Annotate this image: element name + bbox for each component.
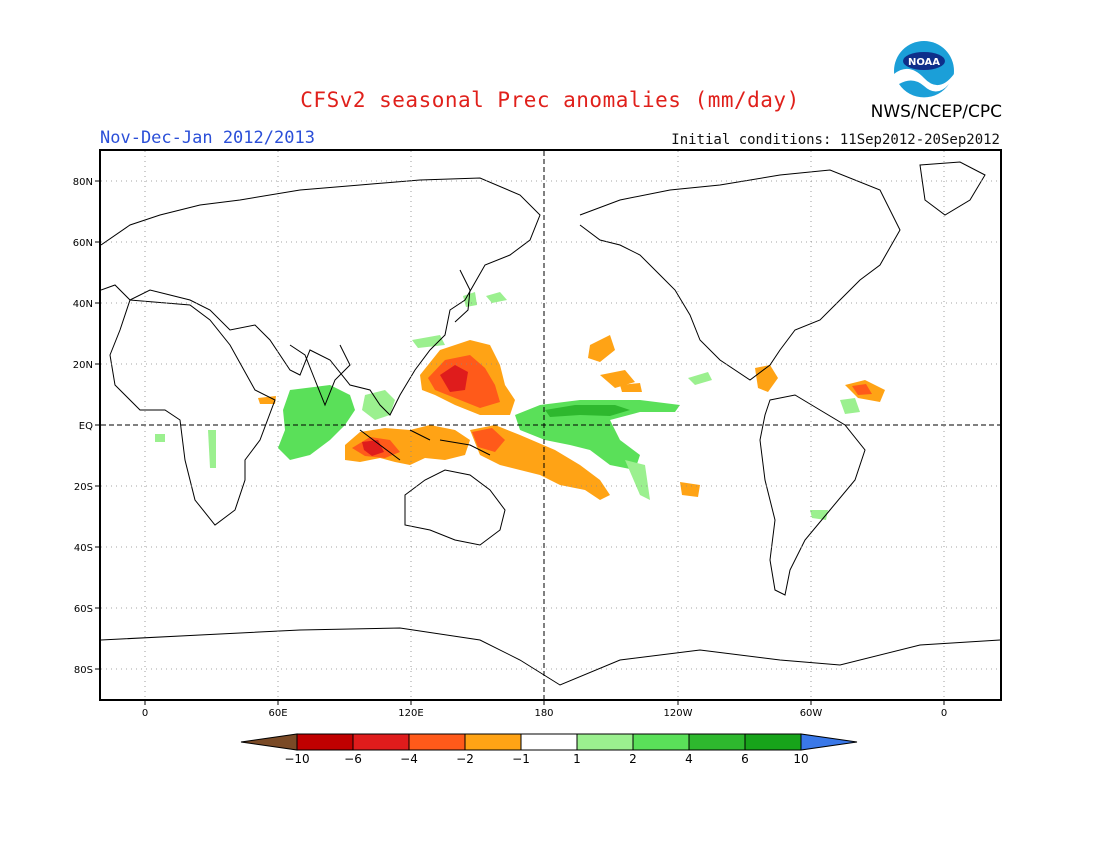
longitude-labels: 0 60E 120E 180 120W 60W 0: [142, 708, 947, 719]
noaa-logo: NOAA: [894, 41, 954, 102]
dry-area-north-pacific-20n: [588, 335, 615, 362]
colorbar-label: 2: [629, 752, 637, 766]
dry-area-caribbean: [755, 365, 778, 392]
wet-area-atlantic: [840, 398, 860, 414]
colorbar-label: −10: [284, 752, 309, 766]
coast-antarctica: [101, 627, 1000, 686]
anomaly-fields: [155, 292, 885, 520]
dry-area-south-pacific: [470, 425, 610, 500]
colorbar-label: −6: [344, 752, 362, 766]
lon-label: 120E: [398, 708, 423, 719]
lon-label: 180: [534, 708, 553, 719]
chart-title: CFSv2 seasonal Prec anomalies (mm/day): [300, 88, 800, 112]
logo-text: NOAA: [908, 57, 940, 68]
dry-med-north-atlantic: [852, 384, 872, 395]
coastlines: [101, 161, 1000, 686]
initial-conditions-label: Initial conditions: 11Sep2012-20Sep2012: [671, 132, 1000, 148]
colorbar-swatch: [408, 733, 466, 751]
latitude-labels: 80N 60N 40N 20N EQ 20S 40S 60S 80S: [73, 177, 93, 676]
colorbar-label: −2: [456, 752, 474, 766]
lat-label: 60S: [74, 604, 93, 615]
coast-india: [289, 344, 351, 407]
lon-label: 60W: [800, 708, 823, 719]
lat-label: 60N: [73, 238, 93, 249]
axis-ticks: [95, 180, 945, 705]
dry-area-pacific-15n: [600, 370, 635, 388]
coast-europe-asia: [101, 177, 541, 416]
wet-area-north-pacific: [486, 292, 507, 303]
wet-area-indian-ocean: [278, 385, 355, 460]
coast-north-america: [579, 169, 901, 381]
lat-label: 20N: [73, 360, 93, 371]
dry-area-hawaii-region: [620, 383, 642, 392]
colorbar-swatch: [576, 733, 634, 751]
wet-area-bay-of-bengal: [362, 390, 395, 420]
agency-label: NWS/NCEP/CPC: [870, 102, 1002, 122]
coast-africa: [109, 299, 276, 526]
wet-area-africa: [208, 430, 216, 468]
lon-label: 0: [941, 708, 947, 719]
dry-area-arabian-sea: [258, 396, 276, 404]
wet-area-central-america: [688, 372, 712, 385]
colorbar-swatch: [520, 733, 578, 751]
coast-south-america: [759, 394, 866, 596]
colorbar-arrow-low: [240, 733, 298, 751]
dry-area-south-pacific-far: [680, 482, 700, 497]
colorbar-label: 4: [685, 752, 693, 766]
dry-med-south-pacific: [472, 428, 505, 452]
colorbar-label: 6: [741, 752, 749, 766]
colorbar-swatch: [744, 733, 802, 751]
wet-strong-central-pacific: [545, 405, 630, 417]
lat-label: 40N: [73, 299, 93, 310]
lon-label: 120W: [664, 708, 693, 719]
coast-japan: [454, 269, 471, 323]
colorbar: −10 −6 −4 −2 −1 1 2 4 6 10: [240, 733, 858, 766]
lat-label: 80N: [73, 177, 93, 188]
period-label: Nov-Dec-Jan 2012/2013: [100, 128, 315, 148]
coast-greenland: [919, 161, 986, 216]
coast-australia: [404, 469, 506, 546]
colorbar-label: −4: [400, 752, 418, 766]
coast-indonesia: [359, 429, 491, 461]
colorbar-label: −1: [512, 752, 530, 766]
wet-area-central-pacific: [515, 400, 680, 470]
lat-label: 20S: [74, 482, 93, 493]
colorbar-swatch: [688, 733, 746, 751]
colorbar-label: 10: [793, 752, 808, 766]
colorbar-swatch: [632, 733, 690, 751]
wet-area-west-africa: [155, 434, 165, 442]
colorbar-swatch: [464, 733, 522, 751]
dry-strong-west-pacific: [440, 365, 468, 392]
colorbar-swatch: [296, 733, 354, 751]
lon-label: 0: [142, 708, 148, 719]
lat-label: EQ: [79, 421, 93, 432]
colorbar-label: 1: [573, 752, 581, 766]
wet-area-east-pacific: [625, 460, 650, 500]
colorbar-swatch: [352, 733, 410, 751]
lon-label: 60E: [268, 708, 287, 719]
reference-lines: [101, 151, 1000, 699]
lat-label: 80S: [74, 665, 93, 676]
wet-area-east-asia: [412, 335, 445, 348]
lat-label: 40S: [74, 543, 93, 554]
colorbar-arrow-high: [800, 733, 858, 751]
